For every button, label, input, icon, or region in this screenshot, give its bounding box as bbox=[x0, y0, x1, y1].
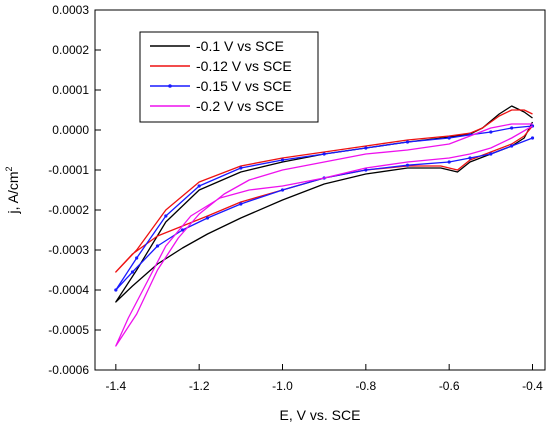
series-point bbox=[164, 214, 168, 218]
x-axis-label: E, V vs. SCE bbox=[280, 407, 361, 423]
y-axis-label-main: j, A/cm bbox=[5, 172, 21, 215]
series-point bbox=[135, 256, 139, 260]
x-tick-label: -0.8 bbox=[355, 379, 376, 393]
x-tick-label: -1.0 bbox=[272, 379, 293, 393]
legend-entry-label: -0.1 V vs SCE bbox=[196, 38, 284, 54]
series-point bbox=[510, 126, 514, 130]
series-point bbox=[205, 216, 210, 220]
series-point bbox=[239, 166, 243, 170]
legend-box bbox=[139, 31, 319, 123]
series-point bbox=[489, 152, 493, 156]
legend: -0.1 V vs SCE -0.12 V vs SCE -0.15 V vs SC… bbox=[139, 31, 319, 123]
series-point bbox=[280, 158, 285, 162]
series-point bbox=[364, 146, 368, 150]
series-point bbox=[197, 184, 201, 188]
x-tick-label: -1.2 bbox=[189, 379, 210, 393]
y-tick-label: -0.0003 bbox=[48, 243, 89, 257]
y-axis-label: j, A/cm2 bbox=[4, 166, 21, 214]
series-point bbox=[114, 288, 118, 292]
series-point bbox=[364, 168, 368, 172]
y-tick-label: -0.0005 bbox=[48, 323, 89, 337]
legend-entry-label: -0.15 V vs SCE bbox=[196, 78, 292, 94]
y-tick-label: -0.0006 bbox=[48, 363, 89, 377]
y-tick-label: 0.0002 bbox=[52, 43, 89, 57]
series-point bbox=[489, 130, 493, 134]
series-point bbox=[510, 144, 514, 148]
series-point bbox=[180, 228, 185, 232]
series-point bbox=[280, 188, 285, 192]
y-axis-label-superscript: 2 bbox=[4, 166, 14, 171]
y-tick-label: -0.0004 bbox=[48, 283, 89, 297]
series-line-1 bbox=[115, 109, 534, 273]
x-tick-label: -0.6 bbox=[439, 379, 460, 393]
series-point bbox=[322, 152, 326, 156]
legend-marker bbox=[168, 84, 172, 88]
series-line-3 bbox=[115, 123, 533, 347]
series-line-0 bbox=[115, 105, 534, 303]
x-tick-label: -0.4 bbox=[522, 379, 543, 393]
series-line-2 bbox=[115, 125, 533, 291]
x-tick-label: -1.4 bbox=[105, 379, 126, 393]
legend-entry-label: -0.12 V vs SCE bbox=[196, 58, 292, 74]
series-point bbox=[155, 244, 160, 248]
series-point bbox=[468, 156, 472, 160]
plot-series bbox=[114, 105, 535, 347]
y-tick-label: 0.0003 bbox=[52, 3, 89, 17]
series-point bbox=[405, 140, 410, 144]
legend-entry-label: -0.2 V vs SCE bbox=[196, 98, 284, 114]
axis-ticks: -1.4 -1.2 -1.0 -0.8 -0.6 -0.4 0.0003 0.0002 0.00… bbox=[48, 3, 543, 393]
series-point bbox=[405, 163, 410, 167]
plot-frame bbox=[94, 9, 546, 371]
y-tick-label: 0.0001 bbox=[52, 83, 89, 97]
series-point bbox=[447, 160, 451, 164]
series-point bbox=[447, 136, 451, 140]
series-point bbox=[130, 270, 135, 274]
y-tick-label: -0.0001 bbox=[48, 163, 89, 177]
series-point bbox=[530, 136, 535, 140]
series-point bbox=[239, 202, 243, 206]
y-tick-label: 0.0000 bbox=[52, 123, 89, 137]
y-tick-label: -0.0002 bbox=[48, 203, 89, 217]
